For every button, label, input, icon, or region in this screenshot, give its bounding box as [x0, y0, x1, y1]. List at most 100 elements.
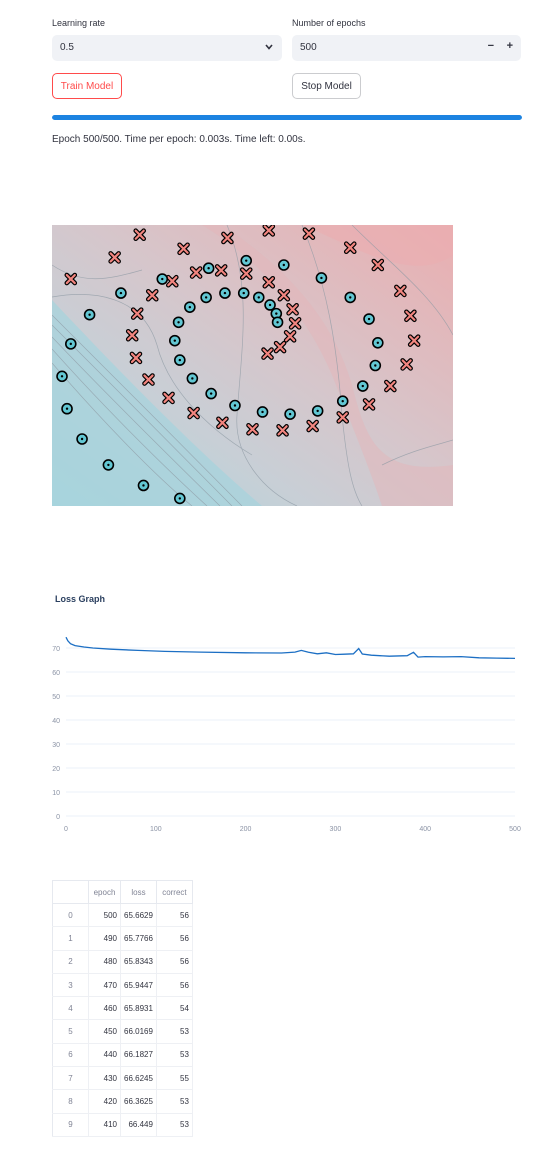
circle-point: [237, 287, 250, 299]
epoch-cell[interactable]: 430: [88, 1066, 121, 1091]
circle-point: [311, 405, 324, 417]
circle-point: [83, 308, 96, 321]
table-row[interactable]: 9 410 66.449 53: [52, 1113, 193, 1137]
circle-point: [271, 316, 284, 329]
x-tick-label: 200: [240, 826, 252, 833]
y-tick-label: 0: [56, 814, 60, 821]
table-row[interactable]: 7 430 66.6245 55: [52, 1066, 193, 1091]
row-index: 6: [52, 1043, 89, 1068]
epoch-column-header[interactable]: epoch: [88, 880, 121, 904]
correct-cell[interactable]: 53: [156, 1043, 193, 1068]
circle-point: [61, 402, 73, 415]
table-row[interactable]: 8 420 66.3625 53: [52, 1089, 193, 1114]
epoch-cell[interactable]: 500: [88, 903, 121, 928]
learning-rate-select[interactable]: 0.5: [52, 35, 282, 61]
loss-cell[interactable]: 65.8343: [120, 950, 157, 974]
cross-point: [407, 334, 421, 347]
loss-cell[interactable]: 66.1827: [120, 1043, 157, 1068]
correct-cell[interactable]: 56: [156, 926, 193, 951]
loss-line-chart: 0 10 20 30 40 50 60 70 0 100 200 300 400 500: [52, 636, 521, 833]
loss-cell[interactable]: 66.6245: [120, 1066, 157, 1091]
loss-cell[interactable]: 65.7766: [120, 926, 157, 951]
y-tick-label: 10: [52, 790, 60, 797]
epochs-value: 500: [300, 42, 317, 53]
epoch-cell[interactable]: 420: [88, 1089, 121, 1114]
correct-column-header[interactable]: correct: [156, 880, 193, 904]
circle-point: [264, 299, 276, 311]
table-row[interactable]: 3 470 65.9447 56: [52, 973, 193, 998]
epoch-cell[interactable]: 490: [88, 926, 121, 951]
loss-cell[interactable]: 66.0169: [120, 1019, 157, 1044]
stop-model-button[interactable]: Stop Model: [292, 73, 361, 99]
cross-point: [371, 258, 385, 272]
learning-rate-value: 0.5: [60, 42, 74, 53]
loss-cell[interactable]: 65.6629: [120, 903, 157, 928]
circle-point: [56, 370, 68, 383]
correct-cell[interactable]: 53: [156, 1113, 193, 1137]
circle-point: [169, 334, 181, 347]
epoch-cell[interactable]: 480: [88, 950, 121, 974]
row-index: 9: [52, 1113, 89, 1137]
epoch-cell[interactable]: 450: [88, 1019, 121, 1044]
epoch-cell[interactable]: 460: [88, 996, 121, 1021]
correct-cell[interactable]: 56: [156, 950, 193, 974]
cross-point: [142, 373, 155, 386]
table-row[interactable]: 1 490 65.7766 56: [52, 926, 193, 951]
cross-point: [262, 275, 276, 289]
cross-point: [273, 340, 287, 354]
learning-rate-label: Learning rate: [52, 18, 106, 28]
cross-point: [384, 379, 397, 393]
circle-point: [76, 433, 88, 445]
x-tick-label: 0: [64, 826, 68, 833]
correct-cell[interactable]: 53: [156, 1019, 193, 1044]
x-tick-label: 100: [150, 826, 162, 833]
table-row[interactable]: 2 480 65.8343 56: [52, 950, 193, 974]
loss-cell[interactable]: 66.449: [120, 1113, 157, 1137]
table-header-row: epoch loss correct: [52, 880, 193, 904]
cross-point: [336, 411, 350, 424]
circle-point: [240, 254, 253, 267]
x-tick-label: 300: [330, 826, 342, 833]
row-index: 2: [52, 950, 89, 974]
loss-cell[interactable]: 65.9447: [120, 973, 157, 998]
table-row[interactable]: 4 460 65.8931 54: [52, 996, 193, 1021]
cross-point: [288, 317, 302, 330]
epoch-cell[interactable]: 470: [88, 973, 121, 998]
correct-cell[interactable]: 56: [156, 973, 193, 998]
circle-point: [205, 387, 217, 400]
increment-button[interactable]: +: [506, 40, 513, 52]
correct-cell[interactable]: 54: [156, 996, 193, 1021]
loss-cell[interactable]: 66.3625: [120, 1089, 157, 1114]
correct-cell[interactable]: 56: [156, 903, 193, 928]
loss-cell[interactable]: 65.8931: [120, 996, 157, 1021]
correct-cell[interactable]: 55: [156, 1066, 193, 1091]
epochs-label: Number of epochs: [292, 18, 366, 28]
epoch-cell[interactable]: 440: [88, 1043, 121, 1068]
epochs-number-input[interactable]: 500 − +: [292, 35, 521, 61]
circle-point: [102, 459, 115, 471]
correct-cell[interactable]: 53: [156, 1089, 193, 1114]
epoch-cell[interactable]: 410: [88, 1113, 121, 1137]
table-row[interactable]: 5 450 66.0169 53: [52, 1019, 193, 1044]
train-model-button[interactable]: Train Model: [52, 73, 122, 99]
cross-point: [262, 225, 276, 237]
y-tick-label: 20: [52, 766, 60, 773]
decrement-button[interactable]: −: [487, 40, 494, 52]
cross-point: [400, 358, 413, 371]
circle-point: [174, 492, 186, 505]
row-index: 7: [52, 1066, 89, 1091]
circle-point: [252, 291, 265, 304]
cross-point: [177, 242, 190, 256]
epoch-results-table[interactable]: epoch loss correct 0 500 65.6629 56 1 490 65.…: [52, 880, 193, 1137]
table-row[interactable]: 0 500 65.6629 56: [52, 903, 193, 928]
cross-point: [343, 241, 357, 254]
cross-point: [404, 309, 417, 323]
circle-point: [219, 287, 231, 299]
y-tick-label: 50: [52, 694, 60, 701]
cross-point: [189, 266, 203, 279]
chevron-down-icon: [264, 40, 274, 57]
row-index: 3: [52, 973, 89, 998]
loss-column-header[interactable]: loss: [120, 880, 157, 904]
row-index: 5: [52, 1019, 89, 1044]
table-row[interactable]: 6 440 66.1827 53: [52, 1043, 193, 1068]
